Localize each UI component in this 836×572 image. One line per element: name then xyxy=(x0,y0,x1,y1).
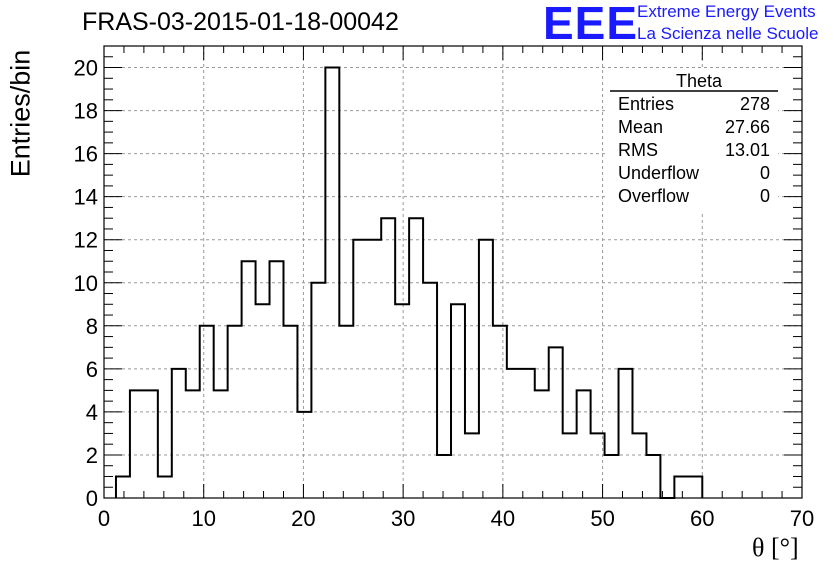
stats-row-value: 27.66 xyxy=(725,117,770,137)
histogram-bin xyxy=(688,476,702,498)
x-axis-label: θ [°] xyxy=(752,533,799,562)
histogram-bin xyxy=(242,261,256,498)
stats-row-value: 0 xyxy=(760,163,770,183)
histogram-bin xyxy=(619,369,633,498)
logo-line-1: Extreme Energy Events xyxy=(637,2,816,21)
histogram-bin xyxy=(646,455,660,498)
histogram-bin xyxy=(549,347,563,498)
y-tick-label: 8 xyxy=(86,314,98,339)
histogram-bin xyxy=(605,455,619,498)
histogram-bin xyxy=(144,390,158,498)
x-tick-label: 30 xyxy=(391,506,415,531)
histogram-bin xyxy=(577,390,591,498)
stats-row-label: RMS xyxy=(618,140,658,160)
stats-row-label: Overflow xyxy=(618,186,690,206)
histogram-bin xyxy=(381,218,395,498)
histogram-bin xyxy=(158,476,172,498)
x-tick-label: 70 xyxy=(790,506,814,531)
y-tick-label: 20 xyxy=(74,56,98,81)
stats-row-value: 13.01 xyxy=(725,140,770,160)
histogram-bin xyxy=(409,218,423,498)
eee-logo: EEE Extreme Energy Events La Scienza nel… xyxy=(543,0,833,49)
histogram-bin xyxy=(632,433,646,498)
logo-mark: EEE xyxy=(543,0,639,49)
histogram-bin xyxy=(270,261,284,498)
histogram-bin xyxy=(353,240,367,498)
histogram-bin xyxy=(535,390,549,498)
stats-row-label: Underflow xyxy=(618,163,700,183)
x-tick-label: 50 xyxy=(590,506,614,531)
y-tick-label: 10 xyxy=(74,271,98,296)
y-tick-label: 18 xyxy=(74,99,98,124)
x-tick-label: 40 xyxy=(491,506,515,531)
x-tick-label: 20 xyxy=(291,506,315,531)
stats-row-label: Mean xyxy=(618,117,663,137)
histogram-bin xyxy=(563,433,577,498)
y-tick-label: 16 xyxy=(74,142,98,167)
histogram-bin xyxy=(465,433,479,498)
histogram-bin xyxy=(437,455,451,498)
histogram-bin xyxy=(674,476,688,498)
chart-title: FRAS-03-2015-01-18-00042 xyxy=(82,8,399,36)
histogram-outline xyxy=(114,66,704,499)
histogram-bin xyxy=(395,304,409,498)
x-tick-label: 60 xyxy=(690,506,714,531)
y-tick-label: 12 xyxy=(74,228,98,253)
stats-box xyxy=(608,70,778,212)
logo-line-2: La Scienza nelle Scuole xyxy=(637,24,819,43)
y-tick-label: 2 xyxy=(86,443,98,468)
histogram-bin xyxy=(256,304,270,498)
stats-row-label: Entries xyxy=(618,94,674,114)
histogram-bin xyxy=(451,304,465,498)
histogram-bin xyxy=(423,283,437,498)
histogram-bin xyxy=(311,283,325,498)
histogram-bin xyxy=(172,369,186,498)
y-tick-label: 4 xyxy=(86,400,98,425)
histogram-bin xyxy=(521,369,535,498)
histogram-bin xyxy=(186,390,200,498)
stats-row-value: 278 xyxy=(740,94,770,114)
histogram-bin xyxy=(214,390,228,498)
stats-row-value: 0 xyxy=(760,186,770,206)
histogram-bin xyxy=(116,476,130,498)
y-tick-label: 6 xyxy=(86,357,98,382)
y-tick-label: 14 xyxy=(74,185,98,210)
x-tick-label: 0 xyxy=(98,506,110,531)
y-tick-label: 0 xyxy=(86,486,98,511)
x-tick-label: 10 xyxy=(191,506,215,531)
histogram-bin xyxy=(130,390,144,498)
stats-box-title: Theta xyxy=(676,71,723,91)
histogram-bin xyxy=(228,326,242,498)
histogram-bin xyxy=(507,369,521,498)
